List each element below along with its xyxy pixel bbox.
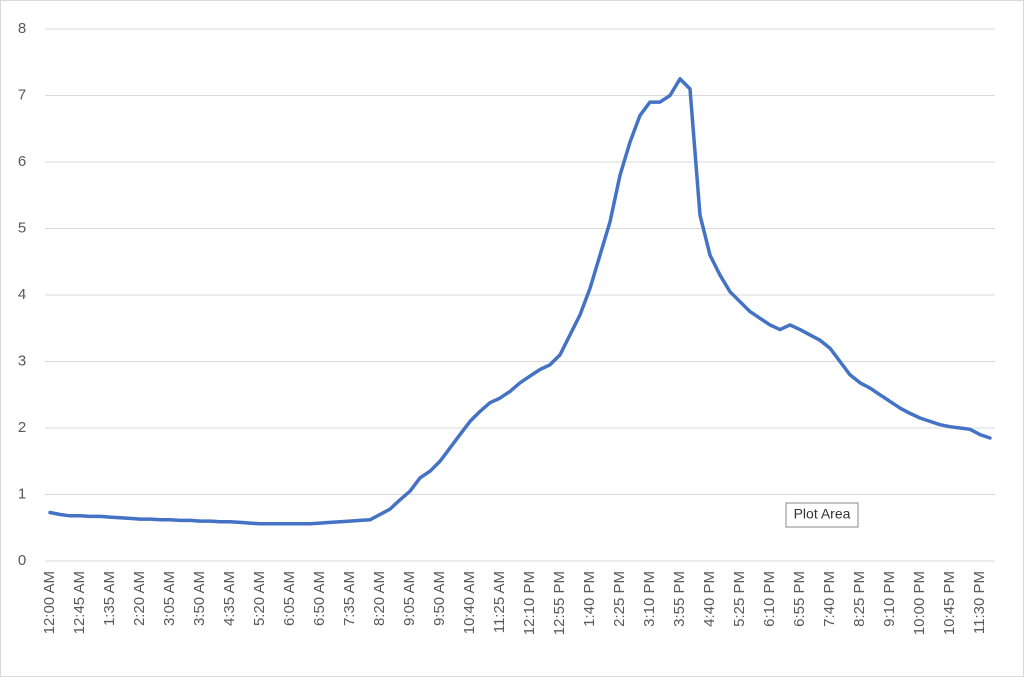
x-tick-label: 5:20 AM <box>251 571 268 626</box>
x-tick-label: 10:00 PM <box>911 571 928 635</box>
y-tick-label: 2 <box>18 419 26 436</box>
x-tick-label: 7:35 AM <box>341 571 358 626</box>
x-tick-label: 9:05 AM <box>401 571 418 626</box>
y-tick-label: 8 <box>18 20 26 37</box>
x-tick-label: 6:55 PM <box>791 571 808 627</box>
y-tick-label: 1 <box>18 485 26 502</box>
x-tick-label: 3:05 AM <box>161 571 178 626</box>
x-tick-label: 12:00 AM <box>41 571 58 634</box>
x-tick-label: 10:45 PM <box>941 571 958 635</box>
x-tick-label: 10:40 AM <box>461 571 478 634</box>
x-tick-label: 11:25 AM <box>491 571 508 633</box>
x-tick-label: 2:20 AM <box>131 571 148 626</box>
x-tick-label: 6:10 PM <box>761 571 778 627</box>
tooltip-text: Plot Area <box>794 506 851 522</box>
x-tick-label: 3:50 AM <box>191 571 208 626</box>
x-tick-label: 9:10 PM <box>881 571 898 627</box>
x-tick-label: 4:35 AM <box>221 571 238 626</box>
x-tick-label: 12:45 AM <box>71 571 88 634</box>
data-line <box>48 77 992 526</box>
tooltip-box <box>785 502 859 528</box>
x-tick-label: 11:30 PM <box>971 571 988 634</box>
y-tick-label: 0 <box>18 552 26 569</box>
x-tick-label: 12:55 PM <box>551 571 568 635</box>
tooltip: Plot Area <box>785 502 859 528</box>
y-tick-label: 7 <box>18 86 26 103</box>
x-tick-label: 1:35 AM <box>101 571 118 626</box>
x-tick-label: 2:25 PM <box>611 571 628 627</box>
x-tick-label: 9:50 AM <box>431 571 448 626</box>
x-tick-label: 6:50 AM <box>311 571 328 626</box>
y-tick-label: 4 <box>18 286 26 303</box>
x-tick-label: 4:40 PM <box>701 571 718 627</box>
x-tick-label: 5:25 PM <box>731 571 748 627</box>
y-tick-label: 3 <box>18 352 26 369</box>
x-tick-label: 3:55 PM <box>671 571 688 627</box>
y-tick-label: 5 <box>18 219 26 236</box>
x-tick-label: 1:40 PM <box>581 571 598 627</box>
x-tick-label: 12:10 PM <box>521 571 538 635</box>
x-tick-label: 8:20 AM <box>371 571 388 626</box>
y-tick-label: 6 <box>18 153 26 170</box>
x-tick-label: 7:40 PM <box>821 571 838 627</box>
x-tick-label: 6:05 AM <box>281 571 298 626</box>
x-tick-label: 3:10 PM <box>641 571 658 627</box>
x-tick-label: 8:25 PM <box>851 571 868 627</box>
